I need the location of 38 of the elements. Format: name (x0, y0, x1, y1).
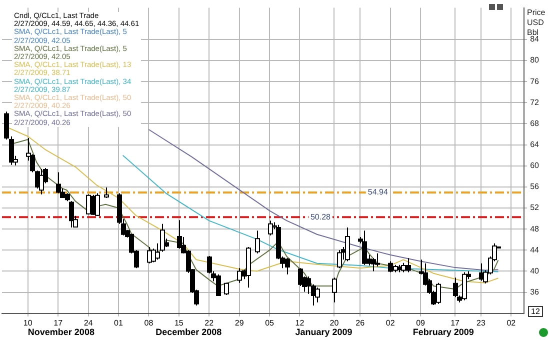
text: January 2009 (295, 327, 352, 337)
x-tick-label: 05 (265, 318, 275, 328)
y-tick-label: 48 (530, 224, 540, 234)
x-tick-label: 12 (295, 318, 305, 328)
y-tick-label: 72 (530, 98, 540, 107)
x-tick-label: 09 (416, 318, 426, 328)
y-tick-label: 52 (530, 203, 540, 212)
ref-line-label: 54.94 (368, 188, 388, 197)
ref-line-label: 50.28 (310, 212, 332, 222)
text: February 2009 (412, 327, 474, 337)
y-tick-label: 80 (530, 56, 540, 65)
y-tick-label: 44 (530, 245, 540, 254)
x-tick-label: 02 (386, 318, 396, 328)
y-tick-label: 40 (530, 266, 540, 276)
x-tick-label: 20 (330, 318, 340, 328)
x-tick-label: 15 (174, 318, 184, 328)
y-tick-label: 64 (530, 140, 540, 149)
x-tick-label: 10 (23, 318, 33, 328)
x-tick-label: 01 (114, 318, 124, 328)
text: November 2008 (28, 327, 94, 337)
y-tick-label: 36 (530, 288, 540, 297)
y-tick-label: 76 (530, 76, 540, 86)
y-axis-title: Price USD Bbl (527, 8, 546, 37)
x-tick-label: 24 (84, 318, 94, 328)
x-tick-label: 08 (144, 318, 154, 328)
x-tick-label: 23 (476, 318, 486, 328)
y-tick-label: 68 (530, 118, 540, 128)
x-tick-label: 26 (356, 318, 366, 328)
x-tick-label: 17 (450, 318, 460, 328)
x-tick-label: 29 (234, 318, 244, 328)
text: 12 (528, 306, 543, 317)
text: December 2008 (156, 327, 222, 337)
y-tick-label: 56 (530, 182, 540, 192)
y-tick-label: 84 (530, 34, 540, 44)
y-tick-label: 60 (530, 161, 540, 170)
x-tick-label: 22 (204, 318, 214, 328)
x-tick-label: 17 (54, 318, 64, 328)
x-tick-label: 02 (506, 318, 516, 328)
